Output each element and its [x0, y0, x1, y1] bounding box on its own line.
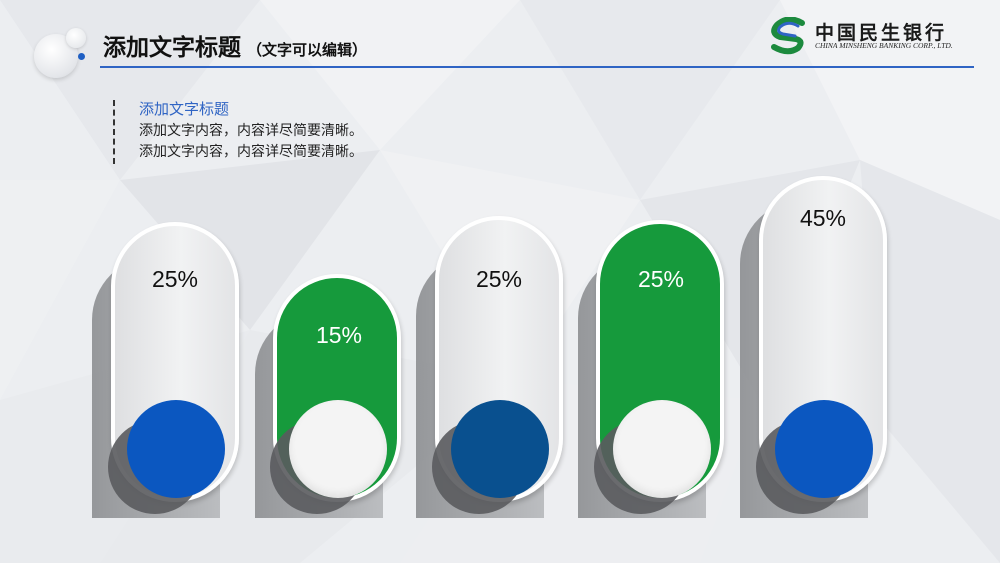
text-block: 添加文字标题 添加文字内容，内容详尽简要清晰。 添加文字内容，内容详尽简要清晰。 — [113, 100, 363, 164]
pill-4-label: 25% — [637, 266, 685, 292]
pill-1-label: 25% — [151, 266, 199, 292]
minsheng-s-logo-icon — [771, 17, 805, 55]
pill-5-label: 45% — [799, 205, 847, 231]
title-underline — [100, 66, 974, 68]
pill-5-circle — [775, 400, 873, 498]
decor-circle-small — [66, 28, 86, 48]
pill-3-label: 25% — [475, 266, 523, 292]
page-title-text: 添加文字标题 — [103, 34, 241, 60]
pill-1-circle — [127, 400, 225, 498]
pill-3-circle — [451, 400, 549, 498]
page-subtitle: （文字可以编辑） — [247, 42, 368, 59]
page-title: 添加文字标题 （文字可以编辑） — [103, 28, 367, 62]
brand-logo: 中国民生银行 CHINA MINSHENG BANKING CORP., LTD… — [768, 17, 968, 57]
logo-name-cn: 中国民生银行 — [815, 22, 948, 44]
text-block-line: 添加文字内容，内容详尽简要清晰。 — [139, 143, 363, 159]
pill-2-label: 15% — [315, 322, 363, 348]
text-block-line: 添加文字内容，内容详尽简要清晰。 — [139, 122, 363, 138]
logo-name-en: CHINA MINSHENG BANKING CORP., LTD. — [815, 41, 953, 50]
decor-dot — [78, 53, 85, 60]
pill-4-circle — [613, 400, 711, 498]
pill-2-circle — [289, 400, 387, 498]
text-block-heading: 添加文字标题 — [139, 101, 230, 118]
